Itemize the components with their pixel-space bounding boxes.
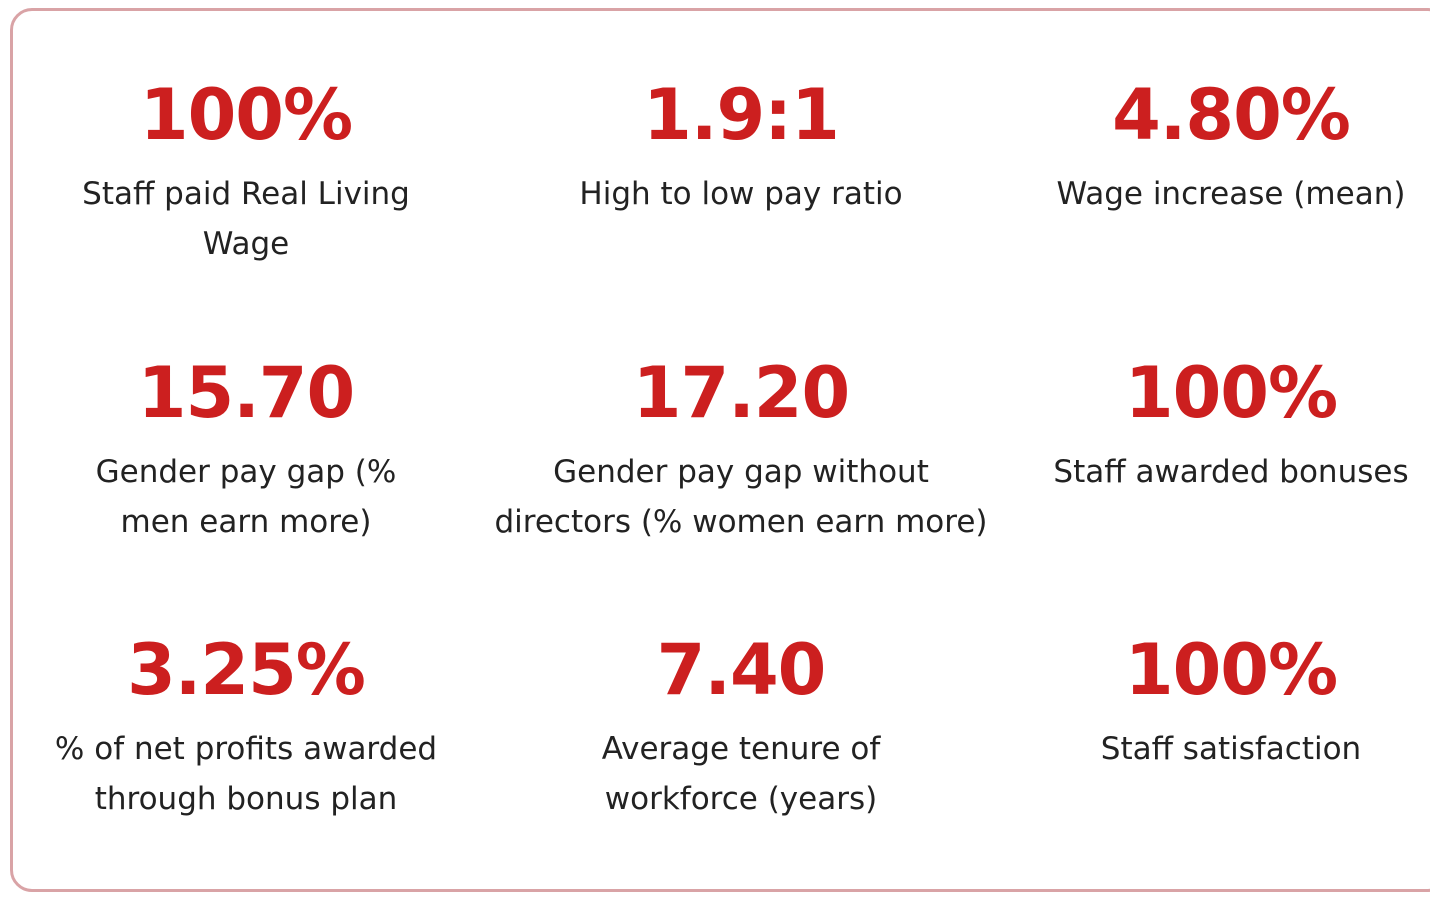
- kpi-tile: 17.20 Gender pay gap without directors (% …: [481, 351, 1001, 547]
- kpi-label: % of net profits awarded through bonus pl…: [0, 724, 506, 824]
- kpi-value: 100%: [139, 74, 353, 156]
- kpi-label: Staff paid Real Living Wage: [0, 169, 506, 269]
- kpi-label: Staff satisfaction: [971, 724, 1430, 774]
- kpi-label-line: workforce (years): [604, 781, 878, 817]
- kpi-label-line: Staff satisfaction: [1100, 731, 1362, 767]
- kpi-card: 100% Staff paid Real Living Wage 1.9:1 High …: [10, 8, 1430, 892]
- kpi-label-line: Staff awarded bonuses: [1053, 454, 1409, 490]
- kpi-tile: 3.25% % of net profits awarded through bon…: [0, 628, 506, 824]
- kpi-tile: 4.80% Wage increase (mean): [971, 73, 1430, 219]
- kpi-tile: 100% Staff paid Real Living Wage: [0, 73, 506, 269]
- kpi-label-line: Gender pay gap without: [553, 454, 929, 490]
- kpi-label: Gender pay gap (% men earn more): [0, 447, 506, 547]
- kpi-value: 1.9:1: [643, 74, 840, 156]
- kpi-label: Gender pay gap without directors (% women…: [481, 447, 1001, 547]
- kpi-label-line: Average tenure of: [601, 731, 881, 767]
- kpi-value: 17.20: [632, 352, 850, 434]
- kpi-label-line: Wage: [202, 226, 290, 262]
- kpi-label: Wage increase (mean): [971, 169, 1430, 219]
- kpi-label: Staff awarded bonuses: [971, 447, 1430, 497]
- kpi-label-line: % of net profits awarded: [54, 731, 438, 767]
- kpi-tile: 100% Staff satisfaction: [971, 628, 1430, 774]
- kpi-value: 4.80%: [1112, 74, 1351, 156]
- kpi-tile: 100% Staff awarded bonuses: [971, 351, 1430, 497]
- kpi-label-line: Staff paid Real Living: [82, 176, 410, 212]
- kpi-label-line: Gender pay gap (%: [95, 454, 397, 490]
- kpi-tile: 15.70 Gender pay gap (% men earn more): [0, 351, 506, 547]
- kpi-value: 100%: [1124, 352, 1338, 434]
- kpi-label-line: High to low pay ratio: [579, 176, 903, 212]
- kpi-value: 7.40: [656, 629, 827, 711]
- kpi-value: 15.70: [137, 352, 355, 434]
- kpi-label-line: men earn more): [120, 504, 372, 540]
- kpi-value: 100%: [1124, 629, 1338, 711]
- kpi-label-line: through bonus plan: [94, 781, 398, 817]
- kpi-label: Average tenure of workforce (years): [481, 724, 1001, 824]
- kpi-tile: 1.9:1 High to low pay ratio: [481, 73, 1001, 219]
- kpi-label: High to low pay ratio: [481, 169, 1001, 219]
- kpi-value: 3.25%: [127, 629, 366, 711]
- kpi-label-line: directors (% women earn more): [494, 504, 988, 540]
- kpi-tile: 7.40 Average tenure of workforce (years): [481, 628, 1001, 824]
- kpi-label-line: Wage increase (mean): [1056, 176, 1406, 212]
